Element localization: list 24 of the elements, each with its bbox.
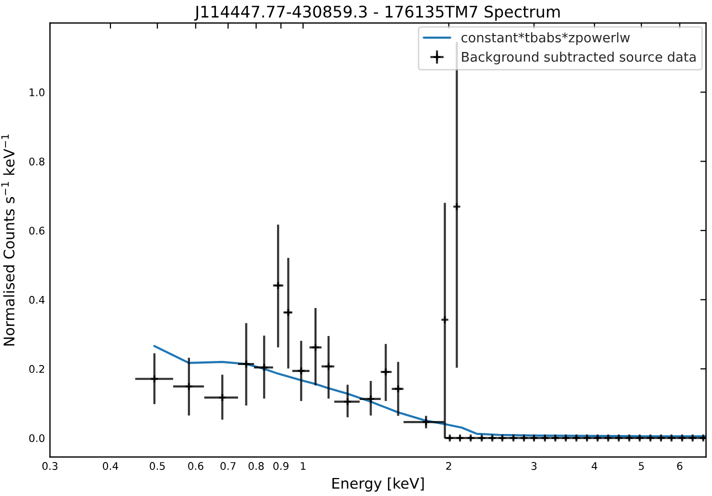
x-tick-label: 1 bbox=[300, 462, 306, 470]
x-tick-label: 3 bbox=[531, 462, 536, 470]
x-tick-label: 6 bbox=[677, 462, 682, 470]
chart-title: J114447.77-430859.3 - 176135TM7 Spectrum bbox=[194, 6, 560, 21]
x-tick-label: 4 bbox=[592, 462, 598, 470]
y-tick-label: 0.6 bbox=[29, 226, 44, 235]
y-axis-title: Normalised Counts s$^{−1}$ keV$^{−1}$ bbox=[1, 134, 15, 346]
legend-label: constant*tbabs*zpowerlw bbox=[461, 32, 630, 46]
x-tick-label: 2 bbox=[446, 462, 452, 470]
y-tick-label: 0.2 bbox=[29, 365, 44, 373]
x-tick-label: 0.8 bbox=[248, 462, 264, 470]
y-tick-label: 0.0 bbox=[29, 434, 44, 442]
legend-label: Background subtracted source data bbox=[462, 52, 696, 64]
x-tick-label: 0.9 bbox=[273, 462, 288, 470]
x-tick-label: 0.7 bbox=[220, 462, 236, 470]
x-tick-label: 0.3 bbox=[42, 462, 58, 470]
y-tick-label: 0.8 bbox=[29, 158, 44, 166]
x-tick-label: 5 bbox=[638, 462, 644, 470]
x-tick-label: 0.4 bbox=[102, 462, 118, 470]
y-tick-label: 0.4 bbox=[29, 296, 45, 304]
x-axis-title: Energy [keV] bbox=[332, 478, 424, 492]
x-tick-label: 0.6 bbox=[188, 462, 204, 470]
x-tick-label: 0.5 bbox=[150, 462, 165, 470]
y-tick-label: 1.0 bbox=[30, 88, 44, 96]
